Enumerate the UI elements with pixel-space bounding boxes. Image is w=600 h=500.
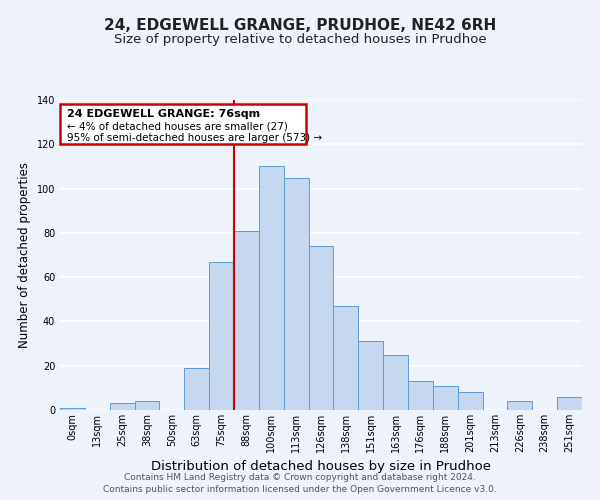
X-axis label: Distribution of detached houses by size in Prudhoe: Distribution of detached houses by size …	[151, 460, 491, 473]
Text: 95% of semi-detached houses are larger (573) →: 95% of semi-detached houses are larger (…	[67, 133, 323, 143]
Text: Contains HM Land Registry data © Crown copyright and database right 2024.: Contains HM Land Registry data © Crown c…	[124, 473, 476, 482]
Bar	[408, 381, 433, 410]
Bar	[557, 396, 582, 410]
Bar	[383, 354, 408, 410]
Text: ← 4% of detached houses are smaller (27): ← 4% of detached houses are smaller (27)	[67, 121, 289, 131]
Bar	[259, 166, 284, 410]
Bar	[284, 178, 308, 410]
Bar	[334, 306, 358, 410]
Bar	[209, 262, 234, 410]
Bar	[508, 401, 532, 410]
Bar	[234, 230, 259, 410]
FancyBboxPatch shape	[60, 104, 306, 144]
Bar	[110, 404, 134, 410]
Text: Contains public sector information licensed under the Open Government Licence v3: Contains public sector information licen…	[103, 486, 497, 494]
Bar	[60, 408, 85, 410]
Text: 24, EDGEWELL GRANGE, PRUDHOE, NE42 6RH: 24, EDGEWELL GRANGE, PRUDHOE, NE42 6RH	[104, 18, 496, 32]
Bar	[308, 246, 334, 410]
Bar	[184, 368, 209, 410]
Bar	[134, 401, 160, 410]
Text: Size of property relative to detached houses in Prudhoe: Size of property relative to detached ho…	[113, 32, 487, 46]
Text: 24 EDGEWELL GRANGE: 76sqm: 24 EDGEWELL GRANGE: 76sqm	[67, 109, 260, 119]
Bar	[358, 342, 383, 410]
Bar	[458, 392, 482, 410]
Y-axis label: Number of detached properties: Number of detached properties	[18, 162, 31, 348]
Bar	[433, 386, 458, 410]
